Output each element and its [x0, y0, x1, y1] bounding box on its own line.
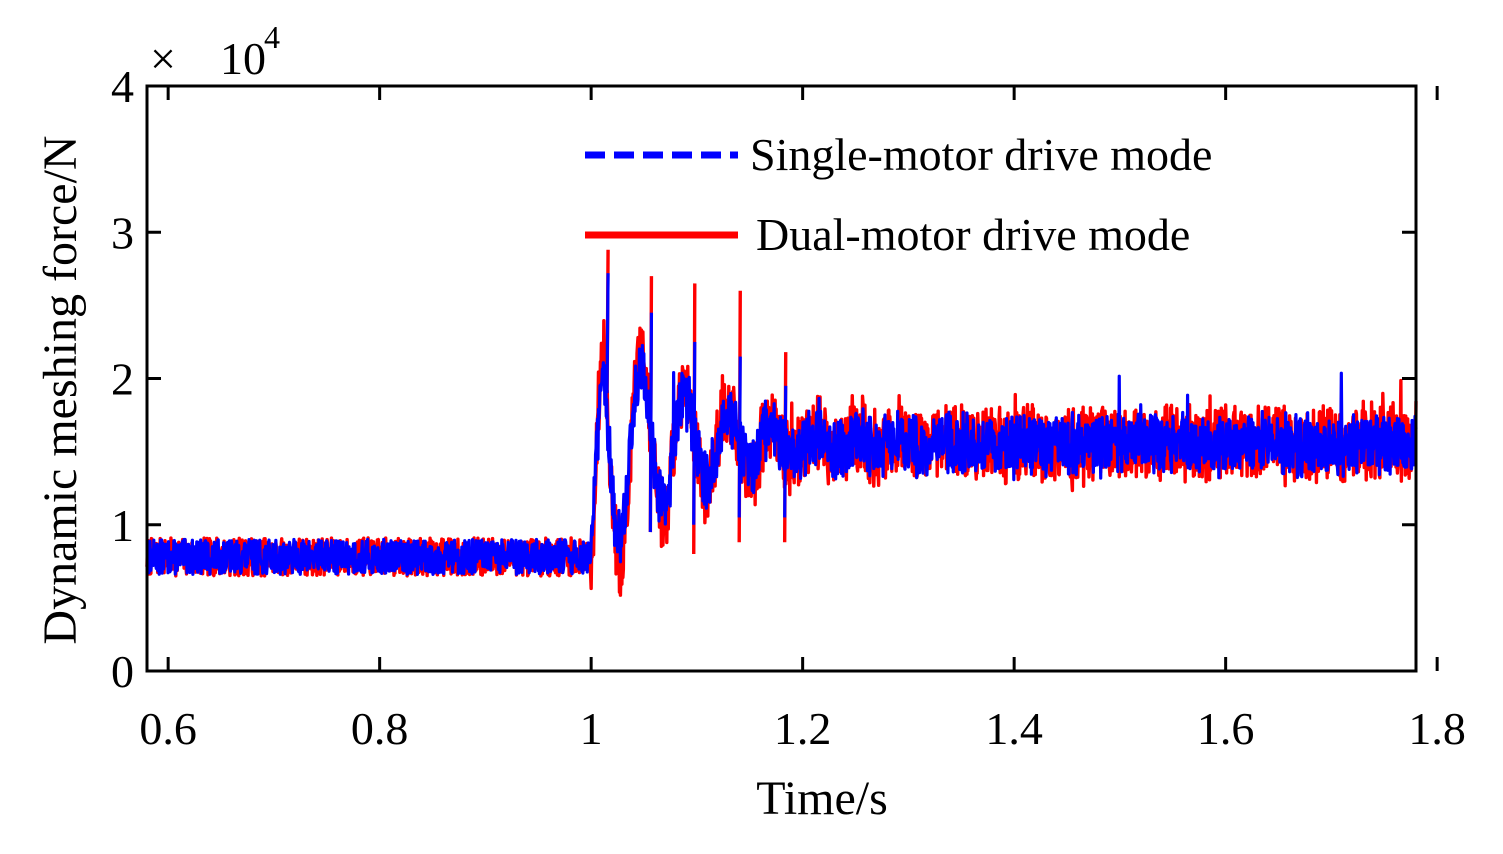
y-tick-label: 2 — [111, 354, 134, 405]
legend: Single-motor drive mode Dual-motor drive… — [585, 129, 1212, 260]
x-axis-title: Time/s — [756, 772, 888, 825]
y-scale-base: 10 — [220, 33, 266, 84]
x-tick-label: 1.6 — [1197, 703, 1255, 754]
x-axis-ticks: 0.6 0.8 1 1.2 1.4 1.6 1.8 — [139, 86, 1466, 754]
series-line-single-motor — [145, 273, 1418, 576]
y-axis-ticks: 0 1 2 3 4 — [111, 61, 1416, 697]
legend-label-dual: Dual-motor drive mode — [756, 209, 1190, 260]
y-scale-multiplier: × 10 4 — [150, 19, 280, 84]
x-tick-label: 1 — [580, 703, 603, 754]
y-axis-title: Dynamic meshing force/N — [34, 135, 87, 644]
legend-label-single: Single-motor drive mode — [750, 129, 1212, 180]
y-scale-exponent: 4 — [264, 19, 280, 55]
y-tick-label: 0 — [111, 646, 134, 697]
x-tick-label: 1.2 — [774, 703, 832, 754]
y-tick-label: 3 — [111, 207, 134, 258]
y-tick-label: 1 — [111, 500, 134, 551]
x-tick-label: 1.4 — [985, 703, 1043, 754]
x-tick-label: 0.6 — [139, 703, 197, 754]
y-scale-times: × — [150, 33, 176, 84]
y-tick-label: 4 — [111, 61, 134, 112]
x-tick-label: 1.8 — [1408, 703, 1466, 754]
x-tick-label: 0.8 — [351, 703, 409, 754]
series-layer — [145, 249, 1418, 597]
